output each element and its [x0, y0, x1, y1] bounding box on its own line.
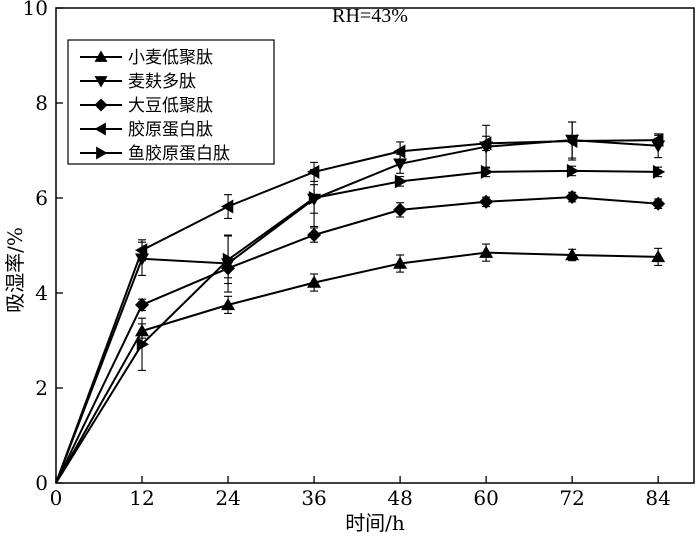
x-tick-label: 84	[645, 486, 670, 510]
series-line	[55, 139, 659, 484]
y-axis-title: 吸湿率/%	[3, 227, 27, 313]
legend-label: 鱼胶原蛋白肽	[128, 144, 230, 164]
data-point	[566, 163, 580, 178]
x-tick-label: 24	[215, 486, 240, 510]
series-5	[55, 163, 666, 484]
data-point	[393, 144, 406, 159]
data-point	[565, 190, 580, 205]
legend-label: 大豆低聚肽	[128, 96, 213, 116]
y-tick-label: 2	[35, 376, 48, 400]
legend-marker	[96, 146, 108, 160]
data-point	[393, 256, 408, 269]
data-point	[479, 245, 494, 258]
data-point	[136, 337, 150, 352]
y-tick-label: 0	[35, 471, 48, 495]
data-point	[479, 136, 492, 151]
series-line	[55, 196, 659, 484]
data-point	[480, 164, 494, 179]
x-tick-label: 48	[387, 486, 412, 510]
data-point	[565, 134, 578, 148]
legend-label: 麦麸多肽	[128, 72, 196, 92]
x-tick-label: 72	[559, 486, 584, 510]
legend-marker	[94, 122, 106, 136]
data-point	[394, 174, 408, 189]
data-point	[652, 164, 666, 179]
data-point	[651, 133, 664, 148]
series-1	[55, 243, 666, 484]
data-point	[393, 158, 408, 171]
legend-label: 胶原蛋白肽	[128, 120, 213, 140]
data-point	[308, 191, 322, 205]
data-point	[221, 297, 236, 311]
x-tick-label: 0	[50, 486, 63, 510]
y-tick-label: 6	[35, 186, 48, 210]
legend-marker	[94, 98, 108, 112]
data-point	[307, 164, 320, 179]
y-tick-label: 8	[35, 91, 48, 115]
data-point	[651, 196, 666, 211]
y-tick-label: 10	[23, 0, 48, 20]
data-point	[222, 252, 236, 267]
plot-area	[55, 7, 695, 484]
series-3	[55, 190, 666, 484]
x-tick-label: 12	[129, 486, 154, 510]
data-point	[479, 194, 494, 209]
x-tick-label: 36	[301, 486, 326, 510]
data-point	[135, 297, 150, 312]
data-point	[307, 228, 322, 243]
legend-label: 小麦低聚肽	[128, 48, 213, 68]
data-point	[135, 243, 148, 258]
legend-marker	[94, 76, 108, 88]
legend-marker	[94, 50, 108, 62]
data-point	[393, 202, 408, 217]
data-series	[55, 121, 666, 484]
series-line	[55, 169, 659, 484]
x-tick-label: 60	[473, 486, 498, 510]
data-point	[221, 199, 234, 214]
series-line	[55, 251, 659, 484]
chart-title: RH=43%	[332, 5, 408, 27]
data-point	[307, 275, 322, 288]
y-tick-label: 4	[35, 281, 48, 305]
series-line	[55, 139, 659, 484]
x-axis-title: 时间/h	[345, 511, 405, 535]
data-point	[651, 249, 666, 263]
data-point	[565, 248, 580, 261]
